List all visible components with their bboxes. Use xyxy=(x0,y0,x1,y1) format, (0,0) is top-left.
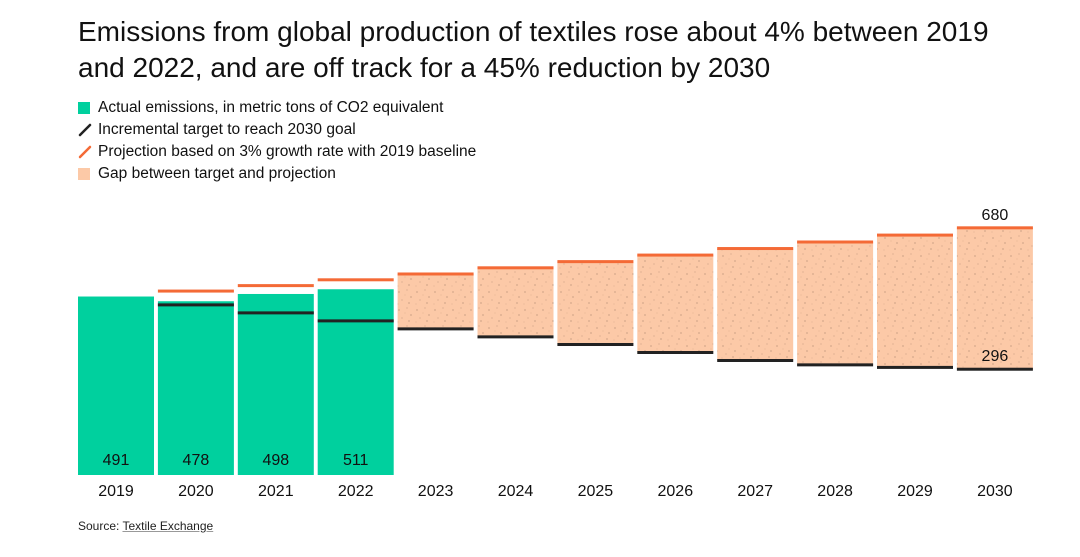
projection-line-2025 xyxy=(557,260,634,264)
legend-item-target: Incremental target to reach 2030 goal xyxy=(78,119,476,141)
projection-line-2029 xyxy=(877,233,953,237)
gap-area-2023 xyxy=(397,273,474,329)
projection-line-2028 xyxy=(797,240,874,244)
annotation-target-2030: 296 xyxy=(982,348,1009,365)
target-line-2027 xyxy=(717,358,794,362)
actual-bar-2020 xyxy=(157,301,234,475)
legend-item-gap: Gap between target and projection xyxy=(78,163,476,185)
projection-line-2023 xyxy=(397,272,474,276)
legend-label-gap: Gap between target and projection xyxy=(98,165,336,182)
gap-area-2024 xyxy=(477,267,554,337)
x-tick-label-2021: 2021 xyxy=(258,483,294,500)
legend-label-target: Incremental target to reach 2030 goal xyxy=(98,121,356,138)
actual-bar-2019 xyxy=(78,296,154,475)
x-tick-label-2019: 2019 xyxy=(98,483,134,500)
target-line-2029 xyxy=(877,365,953,369)
x-tick-label-2022: 2022 xyxy=(338,483,374,500)
source-prefix: Source: xyxy=(78,519,123,533)
projection-line-2030 xyxy=(956,226,1033,230)
projection-line-2020 xyxy=(157,289,234,293)
x-tick-label-2024: 2024 xyxy=(498,483,534,500)
gap-area-2029 xyxy=(877,235,953,368)
source-link[interactable]: Textile Exchange xyxy=(122,519,214,533)
projection-line-2026 xyxy=(637,253,714,257)
projection-line-2021 xyxy=(237,284,314,288)
x-tick-label-2030: 2030 xyxy=(977,483,1013,500)
x-tick-label-2026: 2026 xyxy=(658,483,694,500)
x-tick-label-2027: 2027 xyxy=(737,483,773,500)
target-line-2021 xyxy=(237,311,314,315)
legend-item-actual: Actual emissions, in metric tons of CO2 … xyxy=(78,97,476,119)
x-tick-label-2023: 2023 xyxy=(418,483,454,500)
source-note: Source: Textile Exchange xyxy=(78,519,213,533)
bar-value-label-2020: 478 xyxy=(183,452,210,469)
gap-area-2028 xyxy=(797,241,874,365)
legend-swatch-gap xyxy=(78,168,90,180)
bar-value-label-2022: 511 xyxy=(343,452,369,469)
chart-legend: Actual emissions, in metric tons of CO2 … xyxy=(78,97,476,185)
legend-label-actual: Actual emissions, in metric tons of CO2 … xyxy=(98,99,444,116)
legend-slash-projection-icon xyxy=(78,145,92,159)
gap-area-2026 xyxy=(637,255,714,353)
legend-swatch-actual xyxy=(78,102,90,114)
chart-title: Emissions from global production of text… xyxy=(78,16,989,83)
projection-line-2027 xyxy=(717,247,794,251)
gap-area-2025 xyxy=(557,261,634,345)
target-line-2023 xyxy=(397,327,474,331)
x-tick-label-2020: 2020 xyxy=(178,483,214,500)
target-line-2024 xyxy=(477,335,554,339)
target-line-2026 xyxy=(637,351,714,355)
x-tick-label-2025: 2025 xyxy=(578,483,614,500)
actual-bar-2021 xyxy=(237,293,314,475)
legend-label-projection: Projection based on 3% growth rate with … xyxy=(98,143,477,160)
annotation-projection-2030: 680 xyxy=(982,207,1009,224)
legend-slash-target-icon xyxy=(78,123,92,137)
x-tick-label-2028: 2028 xyxy=(817,483,853,500)
actual-bar-2022 xyxy=(317,289,394,475)
gap-area-2027 xyxy=(717,248,794,361)
projection-line-2024 xyxy=(477,266,554,270)
target-line-2025 xyxy=(557,343,634,347)
target-line-2022 xyxy=(317,319,394,323)
target-line-2028 xyxy=(797,363,874,367)
legend-item-projection: Projection based on 3% growth rate with … xyxy=(78,141,476,163)
target-line-2030 xyxy=(956,367,1033,371)
x-tick-label-2029: 2029 xyxy=(897,483,933,500)
target-line-2020 xyxy=(157,303,234,307)
bar-value-label-2019: 491 xyxy=(103,452,130,469)
bar-value-label-2021: 498 xyxy=(262,452,289,469)
projection-line-2022 xyxy=(317,278,394,282)
gap-area-2030 xyxy=(956,227,1033,370)
